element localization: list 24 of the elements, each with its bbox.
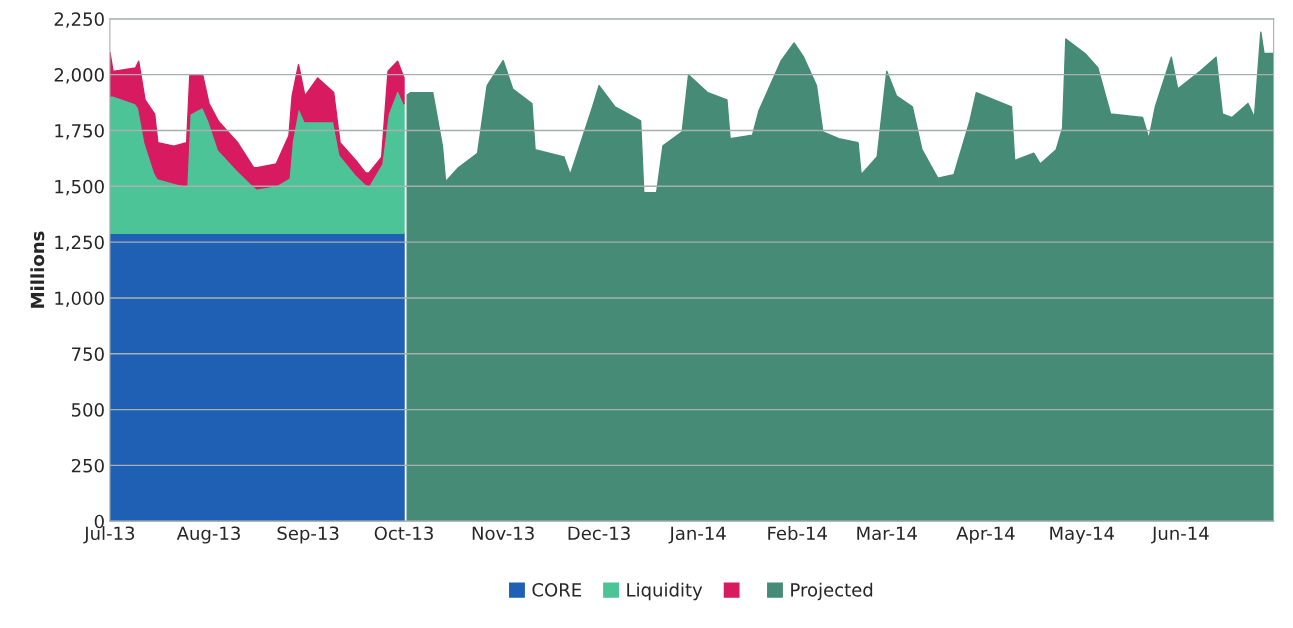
y-tick-label: 750 <box>72 347 104 361</box>
x-tick-label: Sep-13 <box>277 526 339 544</box>
legend-label: Liquidity <box>627 582 703 601</box>
x-tick-label: Feb-14 <box>768 526 827 541</box>
y-tick-label: 1,750 <box>55 123 104 140</box>
x-tick-label: Aug-13 <box>176 526 240 544</box>
y-tick-label: 1,250 <box>55 235 104 252</box>
y-tick-label: 1,500 <box>55 179 104 196</box>
x-tick-label: Nov-13 <box>472 526 534 541</box>
y-tick-label: 2,250 <box>54 12 104 28</box>
x-tick-label: May-14 <box>1050 526 1115 544</box>
y-tick-label: 1,000 <box>55 291 104 307</box>
x-tick-label: Jan-14 <box>668 526 726 544</box>
y-tick-label: 2,000 <box>54 68 104 84</box>
x-tick-label: Jun-14 <box>1151 526 1209 544</box>
x-tick-label: Oct-13 <box>374 526 433 541</box>
x-tick-label: Mar-14 <box>857 526 917 541</box>
x-tick-label: Dec-13 <box>568 526 630 541</box>
x-tick-label: Apr-14 <box>956 526 1015 544</box>
legend-label: CORE <box>532 583 582 597</box>
y-tick-label: 500 <box>71 403 104 417</box>
y-tick-label: 250 <box>71 458 104 473</box>
legend-label: Projected <box>791 582 873 601</box>
y-axis-title: Millions <box>30 231 45 308</box>
